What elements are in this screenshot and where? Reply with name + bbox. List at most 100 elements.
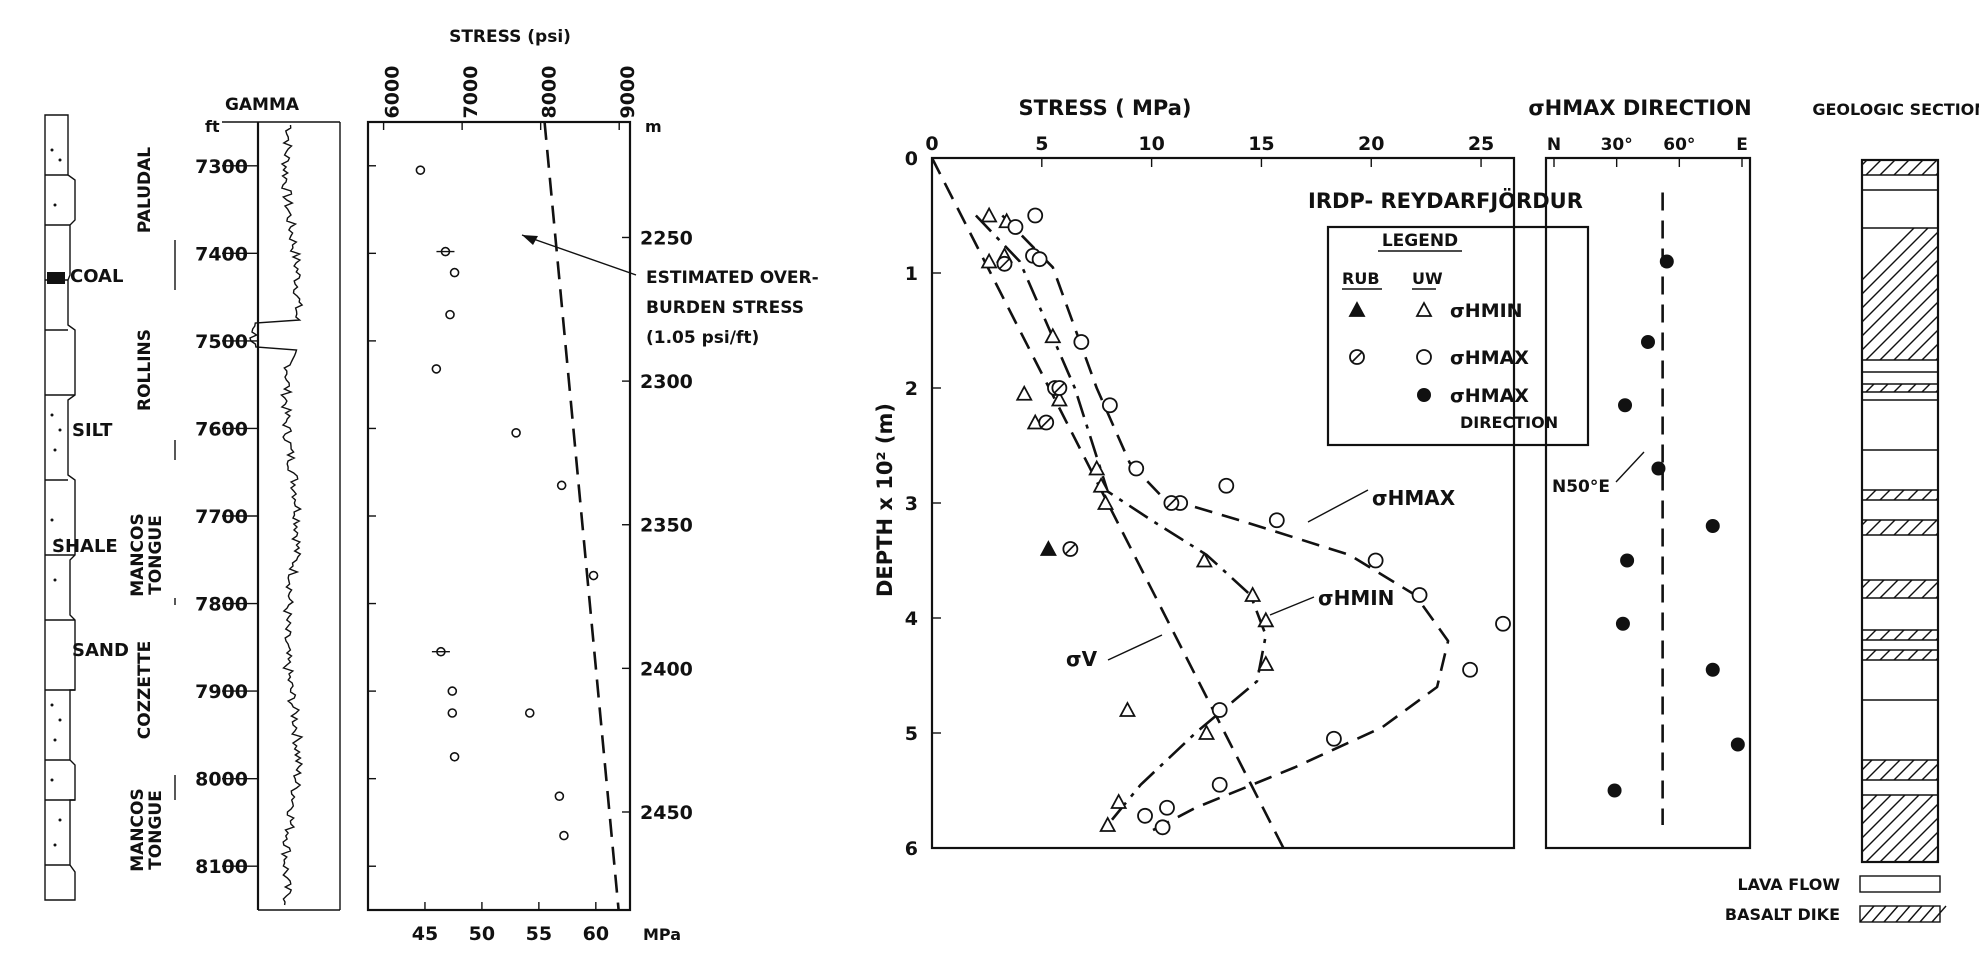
direction-point-3 <box>1651 461 1666 476</box>
dir-tick-2: 60° <box>1663 135 1695 155</box>
formation-label-0: PALUDAL <box>135 147 155 233</box>
lithology-label-3: SAND <box>72 640 129 661</box>
geo-hatch <box>1921 159 1938 176</box>
geo-hatch <box>1907 159 1924 176</box>
mpa-tick-60: 60 <box>583 923 609 945</box>
geo-hatch <box>1893 489 1905 501</box>
mid-y-tick-6: 6 <box>905 838 918 860</box>
geo-hatch <box>1893 817 1939 863</box>
geo-hatch <box>1893 649 1905 661</box>
geo-hatch <box>1879 649 1891 661</box>
geo-hatch <box>1865 794 1934 863</box>
ft-tick-7300: 7300 <box>195 156 248 178</box>
mid-point-1-18 <box>1159 799 1175 816</box>
geo-hatch <box>1865 649 1877 661</box>
curve-0 <box>930 157 1285 849</box>
legend-marker-rub-hmin <box>1348 301 1366 317</box>
mid-point-0-8 <box>1088 459 1106 476</box>
legend-header-uw: UW <box>1412 269 1443 288</box>
geo-hatch <box>1907 489 1919 501</box>
site-title: IRDP- REYDARFJÖRDUR <box>1308 188 1583 213</box>
dike-hatch <box>1907 905 1923 923</box>
legend-marker-rub-hmax-slash <box>1351 351 1363 363</box>
mid-point-0-16 <box>1198 724 1216 740</box>
m-tick-2300: 2300 <box>640 371 693 393</box>
legend-entry-hmin: σHMIN <box>1450 300 1523 322</box>
mid-x-tick-10: 10 <box>1138 133 1164 155</box>
ft-tick-7800: 7800 <box>195 594 248 616</box>
dike-hatch <box>1895 905 1911 923</box>
direction-panel: σHMAX DIRECTION N 30° 60° E N50°E <box>1528 96 1752 850</box>
geo-hatch <box>1861 519 1868 526</box>
mid-x-tick-25: 25 <box>1468 133 1494 155</box>
geo-hatch <box>1921 763 1939 781</box>
gamma-label: GAMMA <box>225 95 300 115</box>
geo-hatch <box>1921 581 1939 599</box>
geo-hatch <box>1879 759 1901 781</box>
geologic-title: GEOLOGIC SECTION <box>1812 100 1979 119</box>
mid-point-1-20 <box>1154 819 1171 836</box>
sv-label-arrow <box>1107 634 1163 661</box>
mid-point-0-6 <box>1050 390 1068 407</box>
m-tick-2250: 2250 <box>640 227 693 249</box>
mid-point-2-2-slash <box>1040 416 1052 429</box>
middle-y-title: DEPTH x 10² (m) <box>873 403 897 597</box>
left-point-6 <box>556 480 567 491</box>
geo-hatch <box>1861 794 1906 839</box>
geo-hatch <box>1893 315 1939 361</box>
m-tick-2350: 2350 <box>640 515 693 537</box>
geo-hatch <box>1865 519 1882 536</box>
geo-hatch <box>1865 759 1887 781</box>
ft-tick-7500: 7500 <box>195 331 248 353</box>
mid-y-tick-0: 0 <box>905 148 918 170</box>
legend-entry-dir-2: DIRECTION <box>1460 413 1558 432</box>
direction-mean-label: N50°E <box>1552 477 1610 497</box>
direction-point-7 <box>1705 662 1720 677</box>
mid-point-0-4 <box>1044 327 1062 344</box>
overburden-annotation-2: BURDEN STRESS <box>646 298 804 318</box>
geo-hatch <box>1879 579 1899 599</box>
left-point-4 <box>431 364 442 374</box>
mid-point-1-3 <box>1031 251 1048 268</box>
overburden-line <box>543 121 620 911</box>
mid-point-1-14 <box>1462 661 1478 678</box>
geo-hatch <box>1861 227 1929 295</box>
mid-point-0-10 <box>1096 494 1115 510</box>
gamma-trace <box>249 124 304 906</box>
label-shmin: σHMIN <box>1318 586 1394 610</box>
geo-hatch <box>1865 159 1882 176</box>
geo-hatch <box>1879 629 1891 641</box>
legend-marker-direction <box>1417 388 1431 402</box>
geo-hatch <box>1861 759 1873 771</box>
geo-hatch <box>1879 519 1896 536</box>
formation-label-2-b: TONGUE <box>146 515 166 595</box>
middle-panel: STRESS ( MPa) DEPTH x 10² (m) 0 5 10 15 20 25… <box>873 96 1590 860</box>
geo-hatch <box>1861 794 1878 811</box>
geo-hatch <box>1861 794 1864 797</box>
dike-hatch <box>1883 905 1899 923</box>
geo-hatch <box>1893 383 1903 393</box>
mid-point-0-13 <box>1257 611 1275 628</box>
mid-point-1-1 <box>1027 207 1044 224</box>
mid-point-2-4-slash <box>1165 497 1177 509</box>
direction-point-2 <box>1618 398 1633 413</box>
curve-2 <box>1001 214 1450 832</box>
m-tick-2400: 2400 <box>640 658 693 680</box>
geo-hatch <box>1893 629 1905 641</box>
ft-tick-8000: 8000 <box>195 769 248 791</box>
mid-point-0-12 <box>1244 586 1262 602</box>
mid-point-1-12 <box>1411 587 1428 603</box>
left-point-13 <box>554 791 565 801</box>
mid-x-tick-0: 0 <box>925 133 938 155</box>
geo-hatch <box>1861 159 1868 166</box>
mid-point-0-0 <box>980 206 998 223</box>
legend-entry-hmax: σHMAX <box>1450 347 1529 369</box>
mid-x-tick-5: 5 <box>1035 133 1048 155</box>
ft-tick-7700: 7700 <box>195 506 248 528</box>
geo-hatch <box>1921 489 1933 501</box>
mid-point-2-1-slash <box>1053 382 1065 394</box>
geo-hatch <box>1907 759 1929 781</box>
ft-tick-8100: 8100 <box>195 856 248 878</box>
basalt-dike-label: BASALT DIKE <box>1725 905 1840 924</box>
